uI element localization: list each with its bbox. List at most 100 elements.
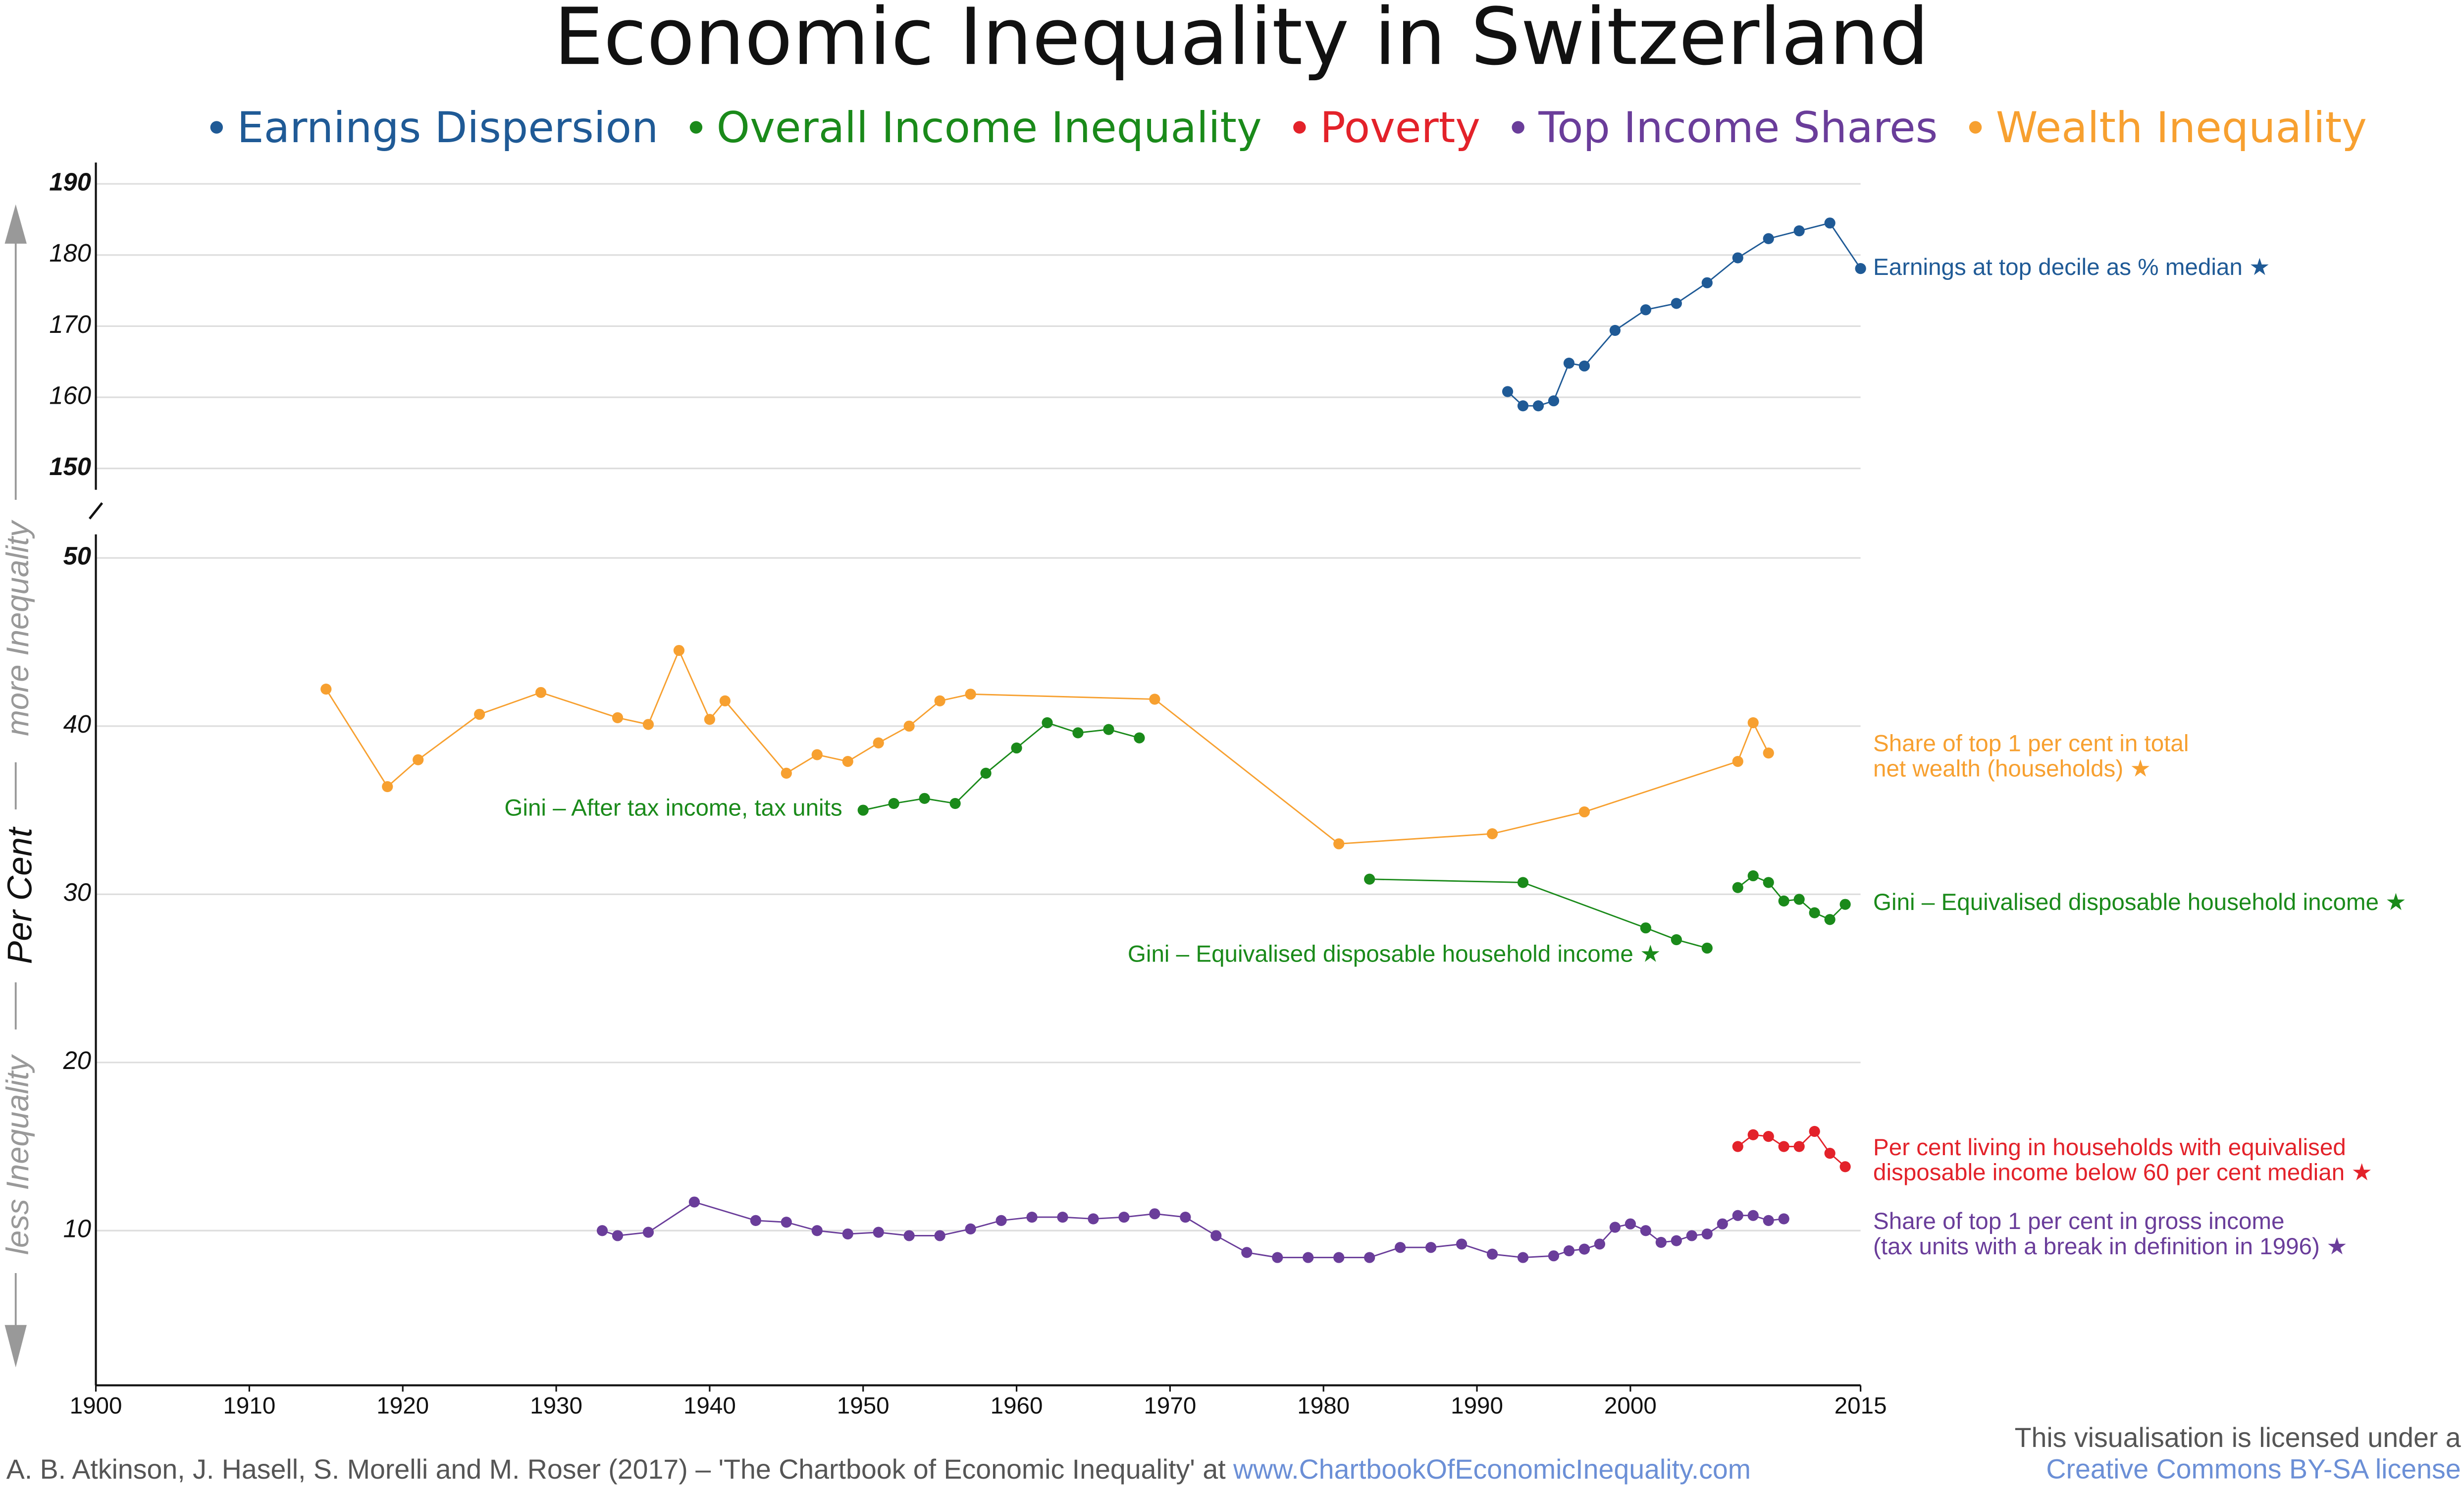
- series-annotation: Gini – Equivalised disposable household …: [1873, 889, 2407, 915]
- data-point: [1486, 1248, 1498, 1260]
- data-point: [965, 689, 976, 700]
- y-tick-label: 170: [49, 310, 91, 338]
- arrow-head: [4, 1325, 27, 1368]
- series-annotation: Share of top 1 per cent in total: [1873, 731, 2189, 757]
- data-point: [1671, 298, 1682, 309]
- x-tick-label: 1980: [1297, 1393, 1350, 1419]
- data-point: [903, 1230, 915, 1241]
- data-point: [1747, 1210, 1759, 1221]
- data-point: [382, 781, 393, 793]
- data-point: [1456, 1238, 1468, 1250]
- data-point: [1671, 934, 1682, 946]
- data-point: [842, 756, 853, 767]
- x-tick-label: 1930: [530, 1393, 582, 1419]
- arrow-head: [4, 204, 27, 244]
- data-point: [612, 712, 624, 723]
- data-point: [1778, 1213, 1789, 1225]
- data-point: [1778, 895, 1789, 907]
- series-line: [1737, 875, 1846, 920]
- x-tick-label: 1910: [223, 1393, 275, 1419]
- data-point: [1088, 1213, 1099, 1225]
- data-point: [1517, 877, 1529, 888]
- data-point: [474, 708, 485, 720]
- source-link[interactable]: www.ChartbookOfEconomicInequality.com: [1233, 1453, 1751, 1484]
- data-point: [535, 687, 547, 698]
- data-point: [1809, 907, 1820, 918]
- data-point: [1732, 1210, 1743, 1221]
- data-point: [1425, 1242, 1437, 1253]
- series-annotation: Gini – After tax income, tax units: [504, 795, 842, 821]
- data-point: [1717, 1218, 1728, 1229]
- y-tick-label: 180: [49, 239, 91, 267]
- legend-marker: [1512, 121, 1524, 134]
- data-point: [919, 793, 930, 804]
- data-point: [1180, 1211, 1191, 1223]
- x-tick-label: 1970: [1144, 1393, 1196, 1419]
- data-point: [1732, 1141, 1743, 1152]
- y-axis-label: Per Cent: [0, 826, 39, 964]
- data-point: [1655, 1236, 1667, 1248]
- data-point: [842, 1228, 853, 1240]
- data-point: [1732, 252, 1743, 264]
- data-point: [1793, 894, 1805, 905]
- data-point: [934, 695, 945, 707]
- series-line: [325, 648, 1770, 845]
- y-tick-label: 20: [63, 1046, 91, 1074]
- data-point: [1809, 1125, 1820, 1137]
- series-annotation: Gini – Equivalised disposable household …: [1128, 941, 1661, 967]
- data-point: [1640, 304, 1651, 316]
- series-line: [1507, 222, 1861, 407]
- data-point: [673, 644, 685, 656]
- data-point: [1548, 1250, 1560, 1262]
- data-point: [1625, 1218, 1636, 1229]
- y-note-down: less Inequality: [0, 1054, 35, 1255]
- data-point: [1149, 1208, 1160, 1220]
- series-annotation: Per cent living in households with equiv…: [1873, 1134, 2346, 1161]
- data-point: [1763, 1215, 1774, 1226]
- data-point: [1118, 1211, 1130, 1223]
- data-point: [1563, 1245, 1575, 1257]
- data-point: [873, 1227, 884, 1238]
- series-annotation: disposable income below 60 per cent medi…: [1873, 1160, 2372, 1186]
- chart-title: Economic Inequality in Switzerland: [554, 0, 1929, 83]
- data-point: [1548, 395, 1560, 407]
- data-point: [934, 1230, 945, 1241]
- license-link[interactable]: Creative Commons BY-SA license: [2046, 1453, 2461, 1484]
- data-point: [1578, 1243, 1590, 1255]
- legend: Earnings Dispersion Overall Income Inequa…: [210, 103, 2367, 153]
- data-point: [811, 1225, 823, 1236]
- data-point: [1747, 870, 1759, 882]
- footer-source: A. B. Atkinson, J. Hasell, S. Morelli an…: [6, 1453, 1751, 1484]
- data-point: [704, 714, 715, 725]
- y-tick-label: 160: [49, 381, 91, 409]
- data-point: [1210, 1230, 1222, 1241]
- data-point: [1824, 914, 1835, 925]
- x-tick-label: 1920: [376, 1393, 429, 1419]
- series-annotation: (tax units with a break in definition in…: [1873, 1233, 2348, 1260]
- data-point: [1517, 1252, 1529, 1263]
- x-tick-label: 2015: [1835, 1393, 1887, 1419]
- data-point: [903, 720, 915, 732]
- y-tick-label: 150: [49, 452, 91, 481]
- data-point: [1364, 873, 1375, 885]
- data-point: [1793, 1141, 1805, 1152]
- data-point: [1149, 694, 1160, 705]
- data-point: [781, 767, 792, 779]
- data-point: [1486, 828, 1498, 840]
- data-point: [873, 737, 884, 748]
- data-point: [1594, 1238, 1606, 1250]
- data-point: [1609, 1222, 1621, 1233]
- data-point: [1701, 277, 1713, 288]
- data-point: [949, 798, 961, 809]
- data-point: [1686, 1230, 1697, 1241]
- data-point: [1824, 1147, 1835, 1159]
- x-tick-label: 1960: [991, 1393, 1043, 1419]
- license-text: This visualisation is licensed under a: [2015, 1422, 2461, 1453]
- data-point: [1072, 727, 1084, 739]
- y-note-up: more Inequality: [0, 520, 35, 736]
- data-point: [1763, 877, 1774, 888]
- data-point: [1778, 1141, 1789, 1152]
- series-annotation: Earnings at top decile as % median ★: [1873, 254, 2270, 280]
- data-point: [1763, 748, 1774, 759]
